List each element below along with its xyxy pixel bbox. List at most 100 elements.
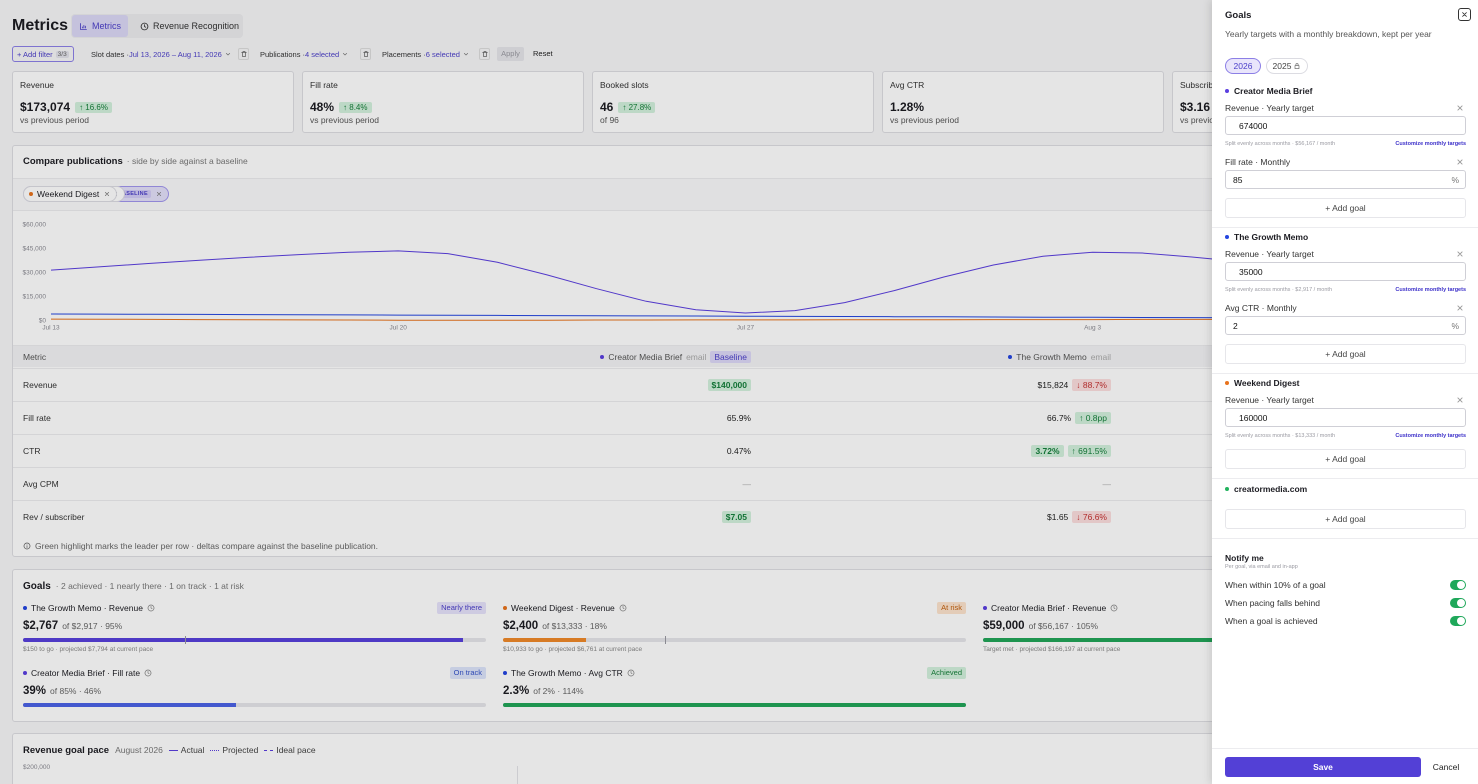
add-goal-button[interactable]: + Add goal — [1225, 344, 1466, 364]
y-tick-label: $60,000 — [23, 222, 47, 229]
pace-header: Revenue goal pace August 2026 Actual Projec… — [23, 743, 316, 757]
cancel-button[interactable]: Cancel — [1432, 762, 1460, 772]
group-name: Creator Media Brief — [1234, 86, 1313, 96]
add-goal-button[interactable]: + Add goal — [1225, 449, 1466, 469]
filter-chip[interactable]: Placements · 6 selected — [378, 46, 474, 62]
customize-link[interactable]: Customize monthly targets — [1395, 433, 1466, 439]
progress-fill — [23, 638, 463, 642]
cell-value: — — [742, 479, 752, 489]
x-tick-label: Aug 3 — [1084, 325, 1101, 332]
goal-name: Weekend Digest · Revenue — [511, 603, 615, 613]
save-button[interactable]: Save — [1225, 757, 1421, 777]
chip-remove-glyph — [105, 191, 110, 197]
apply-button[interactable]: Apply — [497, 47, 524, 61]
chip-name: Weekend Digest — [37, 189, 100, 199]
trash-icon — [362, 51, 369, 58]
goal-card: Creator Media Brief · Fill rate On track 3… — [23, 665, 486, 725]
input-value: 674000 — [1239, 121, 1268, 131]
group-divider — [1212, 478, 1478, 479]
table-row: Revenue $140,000 $15,824 ↓ 88.7% — [13, 368, 1465, 401]
goal-input[interactable]: 674000 — [1225, 116, 1466, 135]
panel-subtitle: Yearly targets with a monthly breakdown,… — [1225, 29, 1432, 39]
goal-input[interactable]: 160000 — [1225, 408, 1466, 427]
group-header: Weekend Digest — [1225, 376, 1300, 390]
chip-remove-glyph — [156, 191, 161, 197]
goal-detail: of 85% · 46% — [50, 686, 102, 696]
dot — [23, 671, 27, 675]
remove-goal[interactable] — [1455, 103, 1465, 113]
series-line — [50, 318, 1242, 321]
remove-goal[interactable] — [1455, 303, 1465, 313]
table-row: Rev / subscriber $7.05 $1.65 ↓ 76.6% — [13, 500, 1465, 533]
goal-card: Weekend Digest · Revenue At risk $2,400 of … — [503, 600, 966, 660]
table-header: Metric Creator Media Brief email Baseline Th… — [13, 345, 1465, 367]
goal-alert-icon — [147, 604, 155, 612]
remove-icon-glyph — [1457, 305, 1463, 311]
y-tick-label: $30,000 — [23, 270, 47, 277]
remove-goal[interactable] — [1455, 157, 1465, 167]
remove-goal[interactable] — [1455, 249, 1465, 259]
toggle[interactable] — [1450, 616, 1466, 626]
trash-icon-glyph — [481, 51, 488, 58]
reset-button[interactable]: Reset — [533, 49, 553, 58]
cell-value: 0.47% — [726, 446, 751, 456]
kpi-label: Booked slots — [600, 80, 649, 90]
filter-chip[interactable]: Slot dates · Jul 13, 2026 – Aug 11, 2026 — [87, 46, 236, 62]
kpi-delta: ↑ 27.8% — [618, 101, 656, 113]
goal-card: The Growth Memo · Avg CTR Achieved 2.3% of … — [503, 665, 966, 725]
filter-remove[interactable] — [238, 48, 249, 60]
filter-remove[interactable] — [479, 48, 490, 60]
note-text: Green highlight marks the leader per row… — [35, 541, 379, 551]
tab[interactable]: Metrics — [72, 15, 128, 37]
cell-value: 65.9% — [726, 413, 751, 423]
add-filter-button[interactable]: + Add filter 3/3 — [12, 46, 74, 62]
customize-link[interactable]: Customize monthly targets — [1395, 287, 1466, 293]
dot — [503, 606, 507, 610]
footer-divider — [1212, 748, 1478, 749]
goal-input[interactable]: 35000 — [1225, 262, 1466, 281]
toggle-knob — [1457, 617, 1465, 625]
tab[interactable]: Revenue Recognition — [133, 15, 246, 37]
toggle[interactable] — [1450, 580, 1466, 590]
column-header: Creator Media Brief email Baseline — [600, 350, 751, 364]
cell-delta: ↓ 88.7% — [1072, 379, 1111, 391]
chevron — [225, 52, 230, 56]
chevron-glyph — [225, 52, 230, 56]
column-tag: email — [1090, 352, 1111, 362]
goal-value: 39% — [23, 685, 47, 697]
column-tag: email — [686, 352, 707, 362]
add-goal-button[interactable]: + Add goal — [1225, 198, 1466, 218]
customize-link[interactable]: Customize monthly targets — [1395, 141, 1466, 147]
toggle[interactable] — [1450, 598, 1466, 608]
year-tab[interactable]: 2025 — [1266, 58, 1308, 74]
dot — [600, 355, 605, 359]
close-button[interactable] — [1458, 8, 1471, 21]
pace-divider — [517, 766, 518, 784]
cell-delta: ↑ 691.5% — [1067, 445, 1111, 457]
goal-input[interactable]: 85% — [1225, 170, 1466, 189]
remove-goal[interactable] — [1455, 395, 1465, 405]
goal-alert-icon — [1110, 604, 1118, 612]
add-goal-button[interactable]: + Add goal — [1225, 509, 1466, 529]
line-chart: $0 $15,000 $30,000 $45,000 $60,000 Jul 13 Jul … — [23, 222, 1242, 332]
year-tab[interactable]: 2026 — [1225, 58, 1261, 74]
goal-status: At risk — [937, 602, 966, 614]
filter-remove[interactable] — [360, 48, 371, 60]
progress-fill — [503, 703, 966, 707]
group-header: creatormedia.com — [1225, 482, 1307, 496]
goal-input[interactable]: 2% — [1225, 316, 1466, 335]
remove-icon-glyph — [1457, 105, 1463, 111]
goal-alert-icon — [627, 669, 635, 677]
tab-label: Revenue Recognition — [153, 21, 240, 31]
publication-chip[interactable]: Weekend Digest — [23, 186, 118, 202]
goals-title: Goals — [23, 580, 51, 592]
goal-hint: Split evenly across months · $2,917 / mo… — [1225, 287, 1332, 293]
goal-hint: Target met · projected $166,197 at curre… — [983, 646, 1121, 653]
progress-track — [23, 638, 486, 642]
filter-chip[interactable]: Publications · 4 selected — [256, 46, 353, 62]
remove-icon — [1457, 105, 1463, 111]
x-tick-label: Jul 27 — [737, 325, 755, 332]
compare-title: Compare publications — [23, 155, 123, 167]
table-cell: $140,000 — [707, 377, 751, 393]
